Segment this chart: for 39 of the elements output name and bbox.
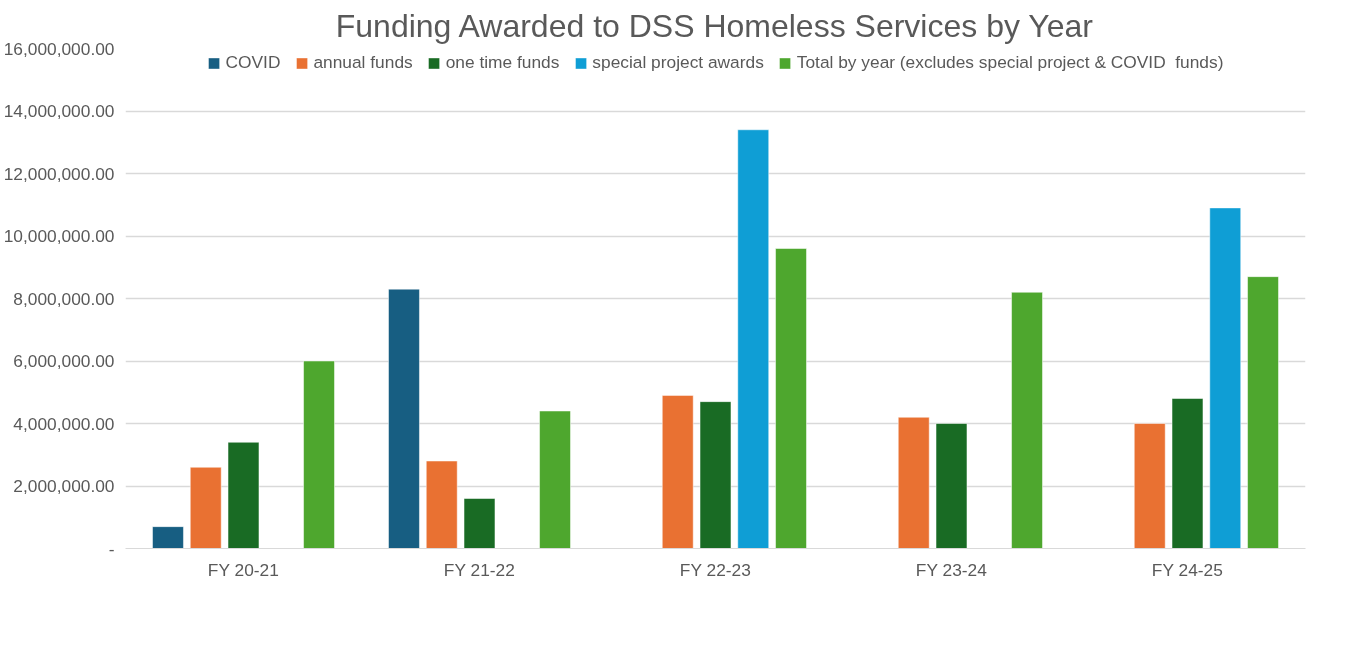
y-tick-label: 14,000,000.00 bbox=[3, 101, 115, 121]
bar bbox=[303, 360, 335, 549]
bar bbox=[662, 395, 694, 549]
bar bbox=[1247, 276, 1279, 549]
x-tick-label: FY 23-24 bbox=[915, 559, 988, 580]
legend-label: one time funds bbox=[445, 52, 560, 73]
bar bbox=[1011, 292, 1043, 549]
x-tick-label: FY 22-23 bbox=[679, 559, 751, 580]
y-tick-label: - bbox=[108, 538, 115, 559]
bar bbox=[775, 248, 807, 549]
bar bbox=[737, 129, 769, 549]
x-tick-label: FY 24-25 bbox=[1151, 559, 1223, 580]
y-tick-label: 4,000,000.00 bbox=[13, 413, 115, 434]
y-tick-label: 16,000,000.00 bbox=[3, 38, 115, 59]
bar bbox=[1171, 398, 1204, 549]
bar bbox=[699, 401, 732, 549]
bar bbox=[426, 460, 458, 549]
bar bbox=[388, 288, 420, 549]
bar bbox=[1134, 423, 1166, 549]
legend-label: special project awards bbox=[592, 52, 764, 73]
legend-label: annual funds bbox=[313, 52, 413, 73]
y-tick-label: 8,000,000.00 bbox=[13, 288, 115, 309]
y-tick-label: 6,000,000.00 bbox=[13, 351, 115, 371]
x-tick-label: FY 21-22 bbox=[443, 559, 515, 580]
bar bbox=[463, 498, 496, 549]
x-tick-label: FY 20-21 bbox=[207, 559, 279, 580]
legend-label: COVID bbox=[225, 52, 281, 73]
legend-label: Total by year (excludes special project & COVID funds) bbox=[796, 52, 1224, 73]
bar bbox=[935, 423, 968, 549]
y-tick-label: 12,000,000.00 bbox=[3, 163, 115, 184]
y-tick-label: 2,000,000.00 bbox=[13, 476, 115, 496]
bar bbox=[539, 410, 571, 549]
bar bbox=[227, 442, 260, 549]
bar bbox=[1209, 207, 1241, 549]
bar bbox=[898, 417, 930, 549]
chart-title: Funding Awarded to DSS Homeless Services by Year bbox=[335, 7, 1094, 44]
bar bbox=[152, 526, 184, 549]
bar bbox=[190, 467, 222, 549]
y-tick-label: 10,000,000.00 bbox=[3, 226, 115, 246]
